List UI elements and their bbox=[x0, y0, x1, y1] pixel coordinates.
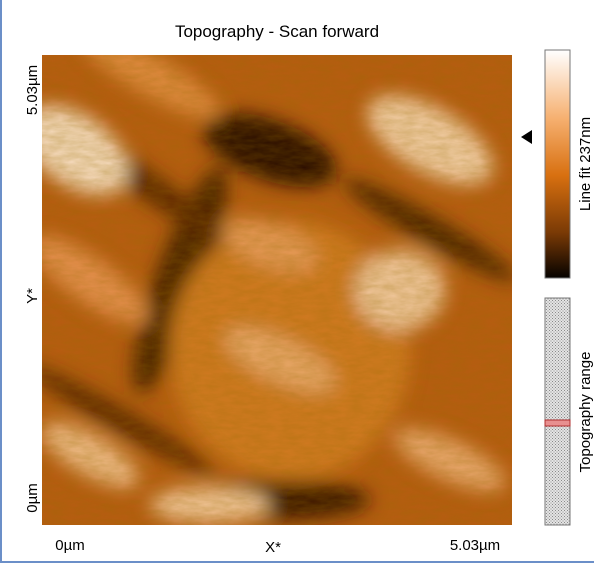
y-axis-start: 0µm bbox=[24, 483, 41, 512]
color-bar bbox=[544, 49, 571, 279]
range-bar-label: Topography range bbox=[577, 352, 594, 473]
y-axis-label: Y* bbox=[24, 288, 41, 304]
color-bar-label: Line fit 237nm bbox=[577, 117, 594, 211]
topography-image bbox=[42, 55, 512, 525]
x-axis-start: 0µm bbox=[55, 537, 84, 554]
range-slider[interactable] bbox=[544, 419, 571, 427]
x-axis-label: X* bbox=[265, 539, 281, 556]
x-axis-end: 5.03µm bbox=[450, 537, 500, 554]
level-marker[interactable] bbox=[521, 130, 532, 144]
range-bar[interactable] bbox=[544, 297, 571, 526]
y-axis-end: 5.03µm bbox=[24, 65, 41, 115]
title: Topography - Scan forward bbox=[175, 22, 379, 41]
